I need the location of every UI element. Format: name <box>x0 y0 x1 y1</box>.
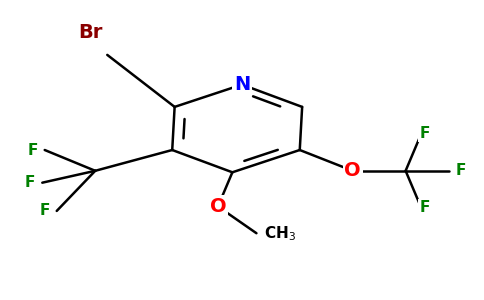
Text: F: F <box>40 203 50 218</box>
Text: CH$_3$: CH$_3$ <box>264 224 296 243</box>
Text: N: N <box>234 75 250 94</box>
Text: O: O <box>210 197 226 216</box>
Text: O: O <box>345 161 361 180</box>
Text: F: F <box>420 126 430 141</box>
Text: F: F <box>25 175 35 190</box>
Text: F: F <box>420 200 430 215</box>
Text: F: F <box>456 163 466 178</box>
Text: Br: Br <box>78 23 103 42</box>
Text: F: F <box>28 142 38 158</box>
